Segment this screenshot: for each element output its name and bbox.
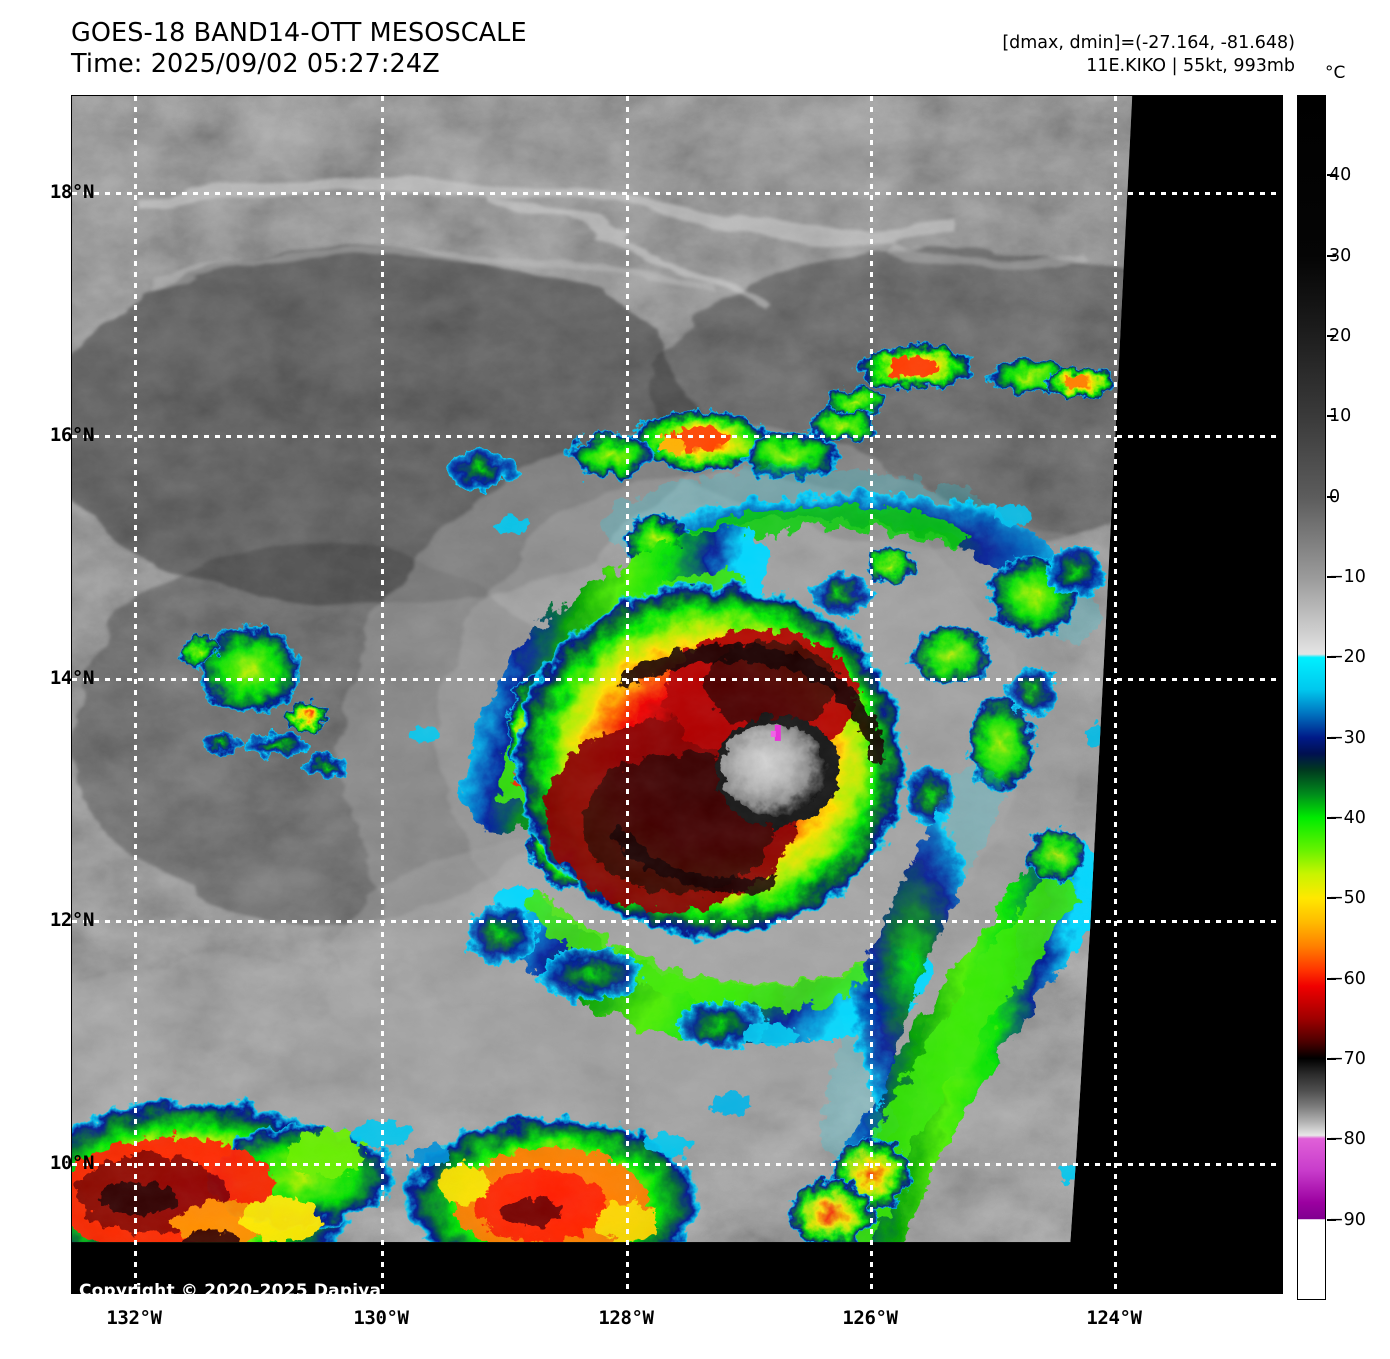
colorbar-tick-dash bbox=[1327, 1218, 1336, 1221]
colorbar-tick-minus30: −30 bbox=[1329, 727, 1366, 748]
colorbar-tick-dash bbox=[1327, 1138, 1336, 1141]
colorbar-tick-dash bbox=[1327, 174, 1336, 177]
colorbar-tick-minus70: −70 bbox=[1329, 1049, 1366, 1069]
colorbar-tick-dash bbox=[1327, 576, 1336, 578]
colorbar-tick-dash bbox=[1327, 415, 1336, 418]
colorbar-tick-minus10: −10 bbox=[1329, 567, 1366, 587]
metadata-block: [dmax, dmin]=(-27.164, -81.648) 11E.KIKO… bbox=[1002, 32, 1295, 78]
lat-label-14n: 14°N bbox=[49, 667, 95, 689]
colorbar-tick-dash bbox=[1327, 254, 1336, 257]
colorbar-tick-dash bbox=[1327, 335, 1336, 337]
colorbar-tick-10: 10 bbox=[1329, 406, 1352, 427]
copyright-label: Copyright © 2020-2025 Dapiya bbox=[79, 1281, 382, 1301]
satellite-image-panel[interactable] bbox=[71, 95, 1283, 1294]
lat-label-18n: 18°N bbox=[49, 181, 95, 203]
colorbar-gradient bbox=[1298, 96, 1325, 1299]
lat-label-10n: 10°N bbox=[49, 1152, 95, 1174]
colorbar-tick-dash bbox=[1327, 656, 1336, 659]
colorbar-tick-dash bbox=[1327, 736, 1336, 739]
colorbar-tick-minus50: −50 bbox=[1329, 888, 1366, 909]
lon-label-124w: 124°W bbox=[1086, 1307, 1142, 1329]
colorbar-tick-minus80: −80 bbox=[1329, 1129, 1366, 1150]
colorbar-tick-dash bbox=[1327, 977, 1336, 980]
colorbar-tick-20: 20 bbox=[1329, 326, 1352, 346]
colorbar-tick-dash bbox=[1327, 817, 1336, 819]
lat-label-16n: 16°N bbox=[49, 424, 95, 446]
dmax-dmin-label: [dmax, dmin]=(-27.164, -81.648) bbox=[1002, 33, 1295, 53]
storm-info-label: 11E.KIKO | 55kt, 993mb bbox=[1086, 55, 1295, 76]
lon-label-130w: 130°W bbox=[353, 1307, 409, 1329]
colorbar-tick-minus60: −60 bbox=[1329, 968, 1366, 989]
colorbar[interactable] bbox=[1297, 95, 1326, 1300]
colorbar-tick-minus20: −20 bbox=[1329, 647, 1366, 668]
lon-label-132w: 132°W bbox=[106, 1307, 162, 1329]
colorbar-tick-40: 40 bbox=[1329, 165, 1352, 186]
lon-label-126w: 126°W bbox=[842, 1307, 898, 1329]
lon-label-128w: 128°W bbox=[598, 1307, 654, 1329]
title-block: GOES-18 BAND14-OTT MESOSCALE Time: 2025/… bbox=[71, 18, 527, 80]
timestamp-label: Time: 2025/09/02 05:27:24Z bbox=[71, 49, 440, 80]
colorbar-tick-dash bbox=[1327, 1058, 1336, 1060]
page-title: GOES-18 BAND14-OTT MESOSCALE bbox=[71, 18, 527, 48]
colorbar-tick-dash bbox=[1327, 495, 1336, 498]
satellite-imagery bbox=[72, 96, 1282, 1293]
colorbar-tick-minus40: −40 bbox=[1329, 808, 1366, 828]
colorbar-unit-label: °C bbox=[1325, 63, 1346, 83]
colorbar-tick-30: 30 bbox=[1329, 245, 1352, 266]
colorbar-tick-minus90: −90 bbox=[1329, 1209, 1366, 1230]
lat-label-12n: 12°N bbox=[49, 909, 95, 931]
colorbar-tick-dash bbox=[1327, 897, 1336, 900]
